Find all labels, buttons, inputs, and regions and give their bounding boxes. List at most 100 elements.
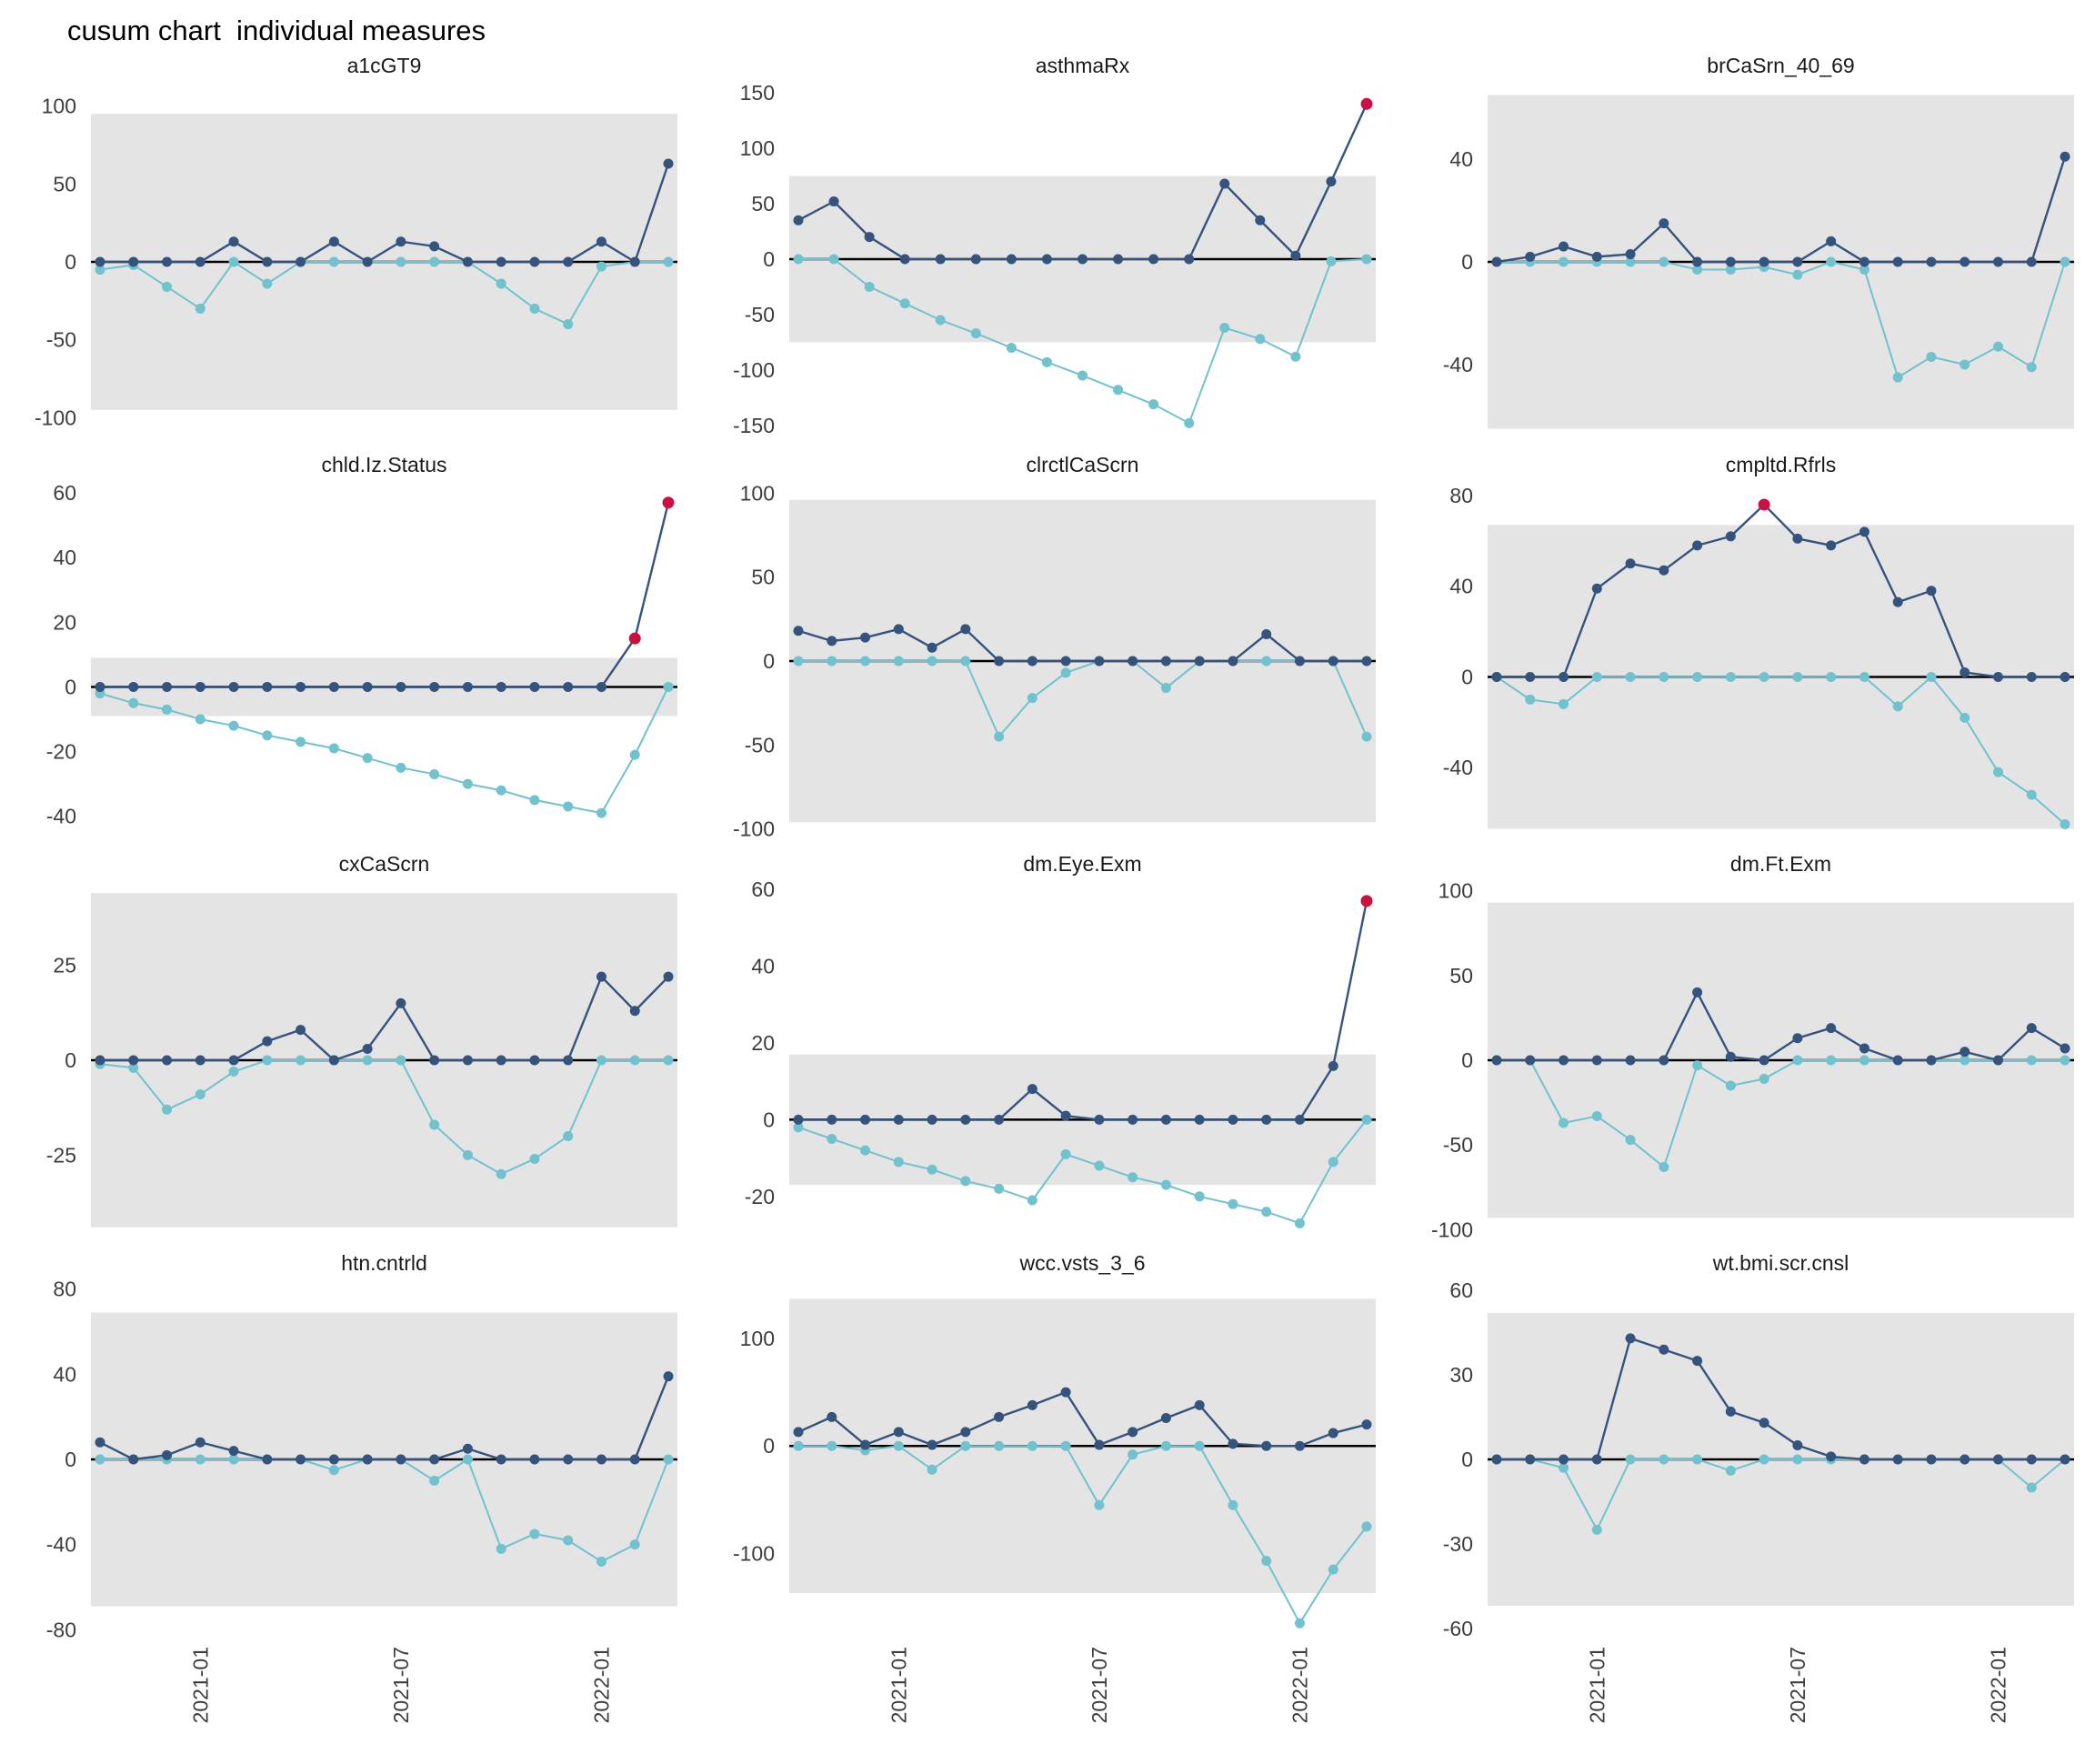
y-tick-label: -100 (1431, 1218, 1473, 1241)
lower-cusum-point (793, 1122, 804, 1133)
y-tick-label: 40 (1449, 147, 1473, 171)
lower-cusum-point (1559, 1118, 1569, 1128)
lower-cusum-point (529, 303, 540, 314)
lower-cusum-point (2060, 1055, 2070, 1066)
lower-cusum-point (529, 1528, 540, 1539)
upper-cusum-point (296, 1025, 306, 1036)
upper-cusum-point (128, 1055, 139, 1066)
subplot-title: clrctlCaScrn (1027, 453, 1139, 476)
lower-cusum-point (1006, 342, 1017, 353)
lower-cusum-point (195, 1454, 205, 1465)
upper-cusum-point (1094, 656, 1105, 667)
lower-cusum-point (793, 1440, 804, 1451)
upper-cusum-line (100, 502, 670, 688)
subplot-title: wt.bmi.scr.cnsl (1712, 1251, 1849, 1275)
lower-cusum-point (927, 1464, 937, 1475)
x-tick-label: 2022-01 (589, 1647, 613, 1723)
upper-cusum-point (1041, 254, 1052, 265)
lower-cusum-point (1692, 1454, 1703, 1465)
upper-cusum-line (1496, 155, 2067, 264)
upper-cusum-point (1328, 1060, 1338, 1071)
subplot-title: brCaSrn_40_69 (1707, 54, 1854, 77)
subplot-title: cmpltd.Rfrls (1726, 453, 1836, 476)
upper-cusum-point (1692, 256, 1703, 267)
lower-cusum-point (596, 261, 606, 272)
lower-cusum-point (1361, 1521, 1372, 1532)
upper-cusum-point (128, 681, 139, 692)
y-tick-label: 50 (751, 566, 775, 589)
x-tick-label: 2022-01 (1288, 1647, 1311, 1723)
upper-cusum-point (1591, 251, 1602, 262)
upper-cusum-point (935, 254, 946, 265)
upper-cusum-point (563, 1055, 574, 1066)
upper-cusum-point (994, 1114, 1005, 1125)
upper-cusum-point (663, 158, 674, 169)
upper-cusum-line (1497, 503, 2065, 678)
lower-cusum-point (228, 720, 239, 731)
lower-cusum-point (162, 1104, 173, 1115)
upper-cusum-point (1826, 1451, 1837, 1462)
upper-cusum-point (629, 256, 640, 267)
upper-cusum-point (1692, 1356, 1703, 1367)
y-tick-label: -20 (46, 740, 76, 764)
upper-cusum-point (893, 624, 904, 635)
upper-cusum-point (1960, 256, 1970, 267)
x-tick-label: 2021-07 (389, 1647, 413, 1723)
lower-cusum-point (1041, 356, 1052, 367)
lower-cusum-point (563, 1130, 574, 1141)
lower-cusum-point (1128, 1172, 1138, 1183)
upper-cusum-point (960, 1427, 971, 1438)
upper-cusum-point (1826, 1023, 1837, 1034)
y-tick-label: 100 (740, 136, 775, 160)
lower-cusum-point (1559, 256, 1569, 267)
y-tick-label: 20 (751, 1031, 775, 1055)
lower-cusum-point (296, 737, 306, 747)
subplot-canvas: cmpltd.Rfrls 80 40 0 -40 (1443, 453, 2074, 830)
subplot-clrctlCaScrn: clrctlCaScrn 100 50 0 -50 -100 (698, 450, 1397, 849)
lower-cusum-point (95, 1454, 105, 1465)
lower-cusum-point (228, 256, 239, 267)
upper-cusum-point (2060, 1043, 2070, 1054)
upper-cusum-point (328, 1454, 339, 1465)
lower-cusum-point (1294, 1218, 1305, 1228)
lower-cusum-point (1792, 1454, 1803, 1465)
upper-cusum-point (429, 241, 440, 252)
upper-cusum-line (797, 1390, 1368, 1448)
upper-cusum-point (1926, 1454, 1937, 1465)
lower-cusum-point (960, 656, 971, 667)
lower-cusum-point (860, 656, 871, 667)
upper-cusum-point (1659, 565, 1669, 576)
upper-cusum-point (396, 236, 406, 247)
lower-cusum-point (195, 1089, 205, 1100)
upper-cusum-point (1960, 1454, 1970, 1465)
upper-cusum-point (529, 681, 540, 692)
lower-cusum-point (1992, 767, 2003, 777)
upper-cusum-point (1525, 1454, 1536, 1465)
lower-cusum-point (1027, 1440, 1037, 1451)
upper-cusum-point (2060, 1454, 2070, 1465)
y-tick-label: 80 (53, 1278, 76, 1301)
upper-cusum-point (1160, 1114, 1171, 1125)
lower-cusum-point (994, 731, 1005, 742)
lower-cusum-point (262, 1055, 273, 1066)
lower-cusum-point (1826, 671, 1837, 682)
lower-cusum-point (1926, 351, 1937, 362)
lower-cusum-point (1194, 1440, 1205, 1451)
upper-cusum-point (1692, 987, 1703, 997)
upper-cusum-point (462, 681, 473, 692)
y-tick-label: 100 (740, 1327, 775, 1350)
lower-cusum-point (1792, 671, 1803, 682)
y-tick-label: -25 (46, 1143, 76, 1167)
y-tick-label: -150 (733, 414, 775, 437)
subplot-chld.Iz.Status: chld.Iz.Status 60 40 20 0 -20 -40 (0, 450, 698, 849)
lower-cusum-point (1859, 1055, 1869, 1066)
lower-cusum-point (1725, 264, 1736, 275)
upper-cusum-point (1659, 1344, 1669, 1355)
upper-cusum-point (362, 681, 373, 692)
lower-cusum-line (99, 260, 668, 326)
upper-cusum-point (927, 1114, 937, 1125)
lower-cusum-point (1826, 1055, 1837, 1066)
lower-cusum-point (328, 256, 339, 267)
upper-cusum-point (1992, 671, 2003, 682)
lower-cusum-point (1060, 1148, 1071, 1159)
